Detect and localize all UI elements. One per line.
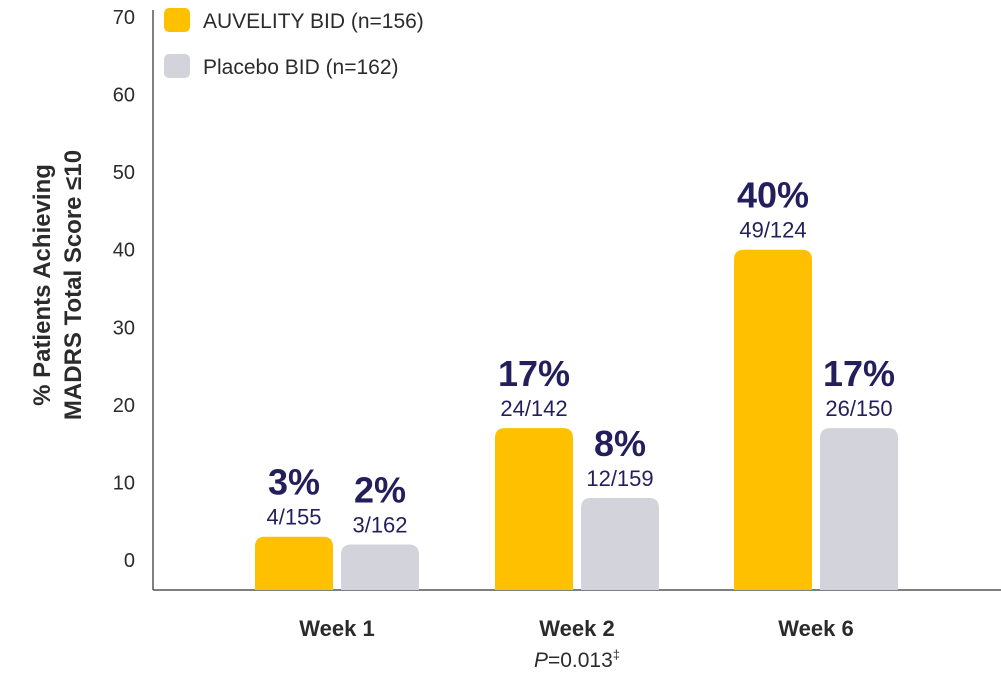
x-axis-categories: Week 1 Week 2 P=0.013‡ Week 6 bbox=[299, 616, 853, 672]
legend: AUVELITY BID (n=156) Placebo BID (n=162) bbox=[164, 8, 424, 79]
bar-percent-label: 17% bbox=[498, 353, 570, 394]
bars bbox=[255, 249, 898, 590]
y-tick-label: 50 bbox=[113, 162, 135, 184]
auvelity-bar bbox=[734, 249, 812, 590]
y-tick-label: 10 bbox=[113, 472, 135, 494]
bar-labels: 3%4/1552%3/16217%24/1428%12/15940%49/124… bbox=[266, 175, 895, 538]
y-axis-title-line: % Patients Achieving bbox=[29, 164, 56, 406]
bar-fraction-label: 26/150 bbox=[825, 396, 892, 421]
placebo-bar bbox=[820, 428, 898, 590]
y-tick-label: 40 bbox=[113, 240, 135, 262]
auvelity-bar bbox=[255, 536, 333, 590]
bar-percent-label: 40% bbox=[737, 175, 809, 216]
legend-swatch-placebo bbox=[164, 54, 190, 78]
legend-label: Placebo BID (n=162) bbox=[203, 56, 399, 79]
placebo-bar bbox=[581, 497, 659, 590]
legend-label: AUVELITY BID (n=156) bbox=[203, 10, 424, 33]
x-category-label: Week 1 bbox=[299, 616, 374, 641]
placebo-bar bbox=[341, 544, 419, 590]
bar-percent-label: 8% bbox=[594, 423, 646, 464]
bar-fraction-label: 3/162 bbox=[352, 512, 407, 537]
p-value-note: P=0.013‡ bbox=[534, 647, 620, 672]
y-axis-title: % Patients Achieving MADRS Total Score ≤1… bbox=[29, 150, 87, 420]
y-tick-label: 0 bbox=[124, 550, 135, 572]
legend-swatch-auvelity bbox=[164, 8, 190, 32]
bar-percent-label: 17% bbox=[823, 353, 895, 394]
y-tick-label: 60 bbox=[113, 85, 135, 107]
x-category-label: Week 2 bbox=[539, 616, 614, 641]
y-tick-label: 30 bbox=[113, 317, 135, 339]
bar-percent-label: 3% bbox=[268, 462, 320, 503]
y-axis-title-line: MADRS Total Score ≤10 bbox=[60, 150, 87, 420]
bar-fraction-label: 4/155 bbox=[266, 505, 321, 530]
x-category-label: Week 6 bbox=[778, 616, 853, 641]
auvelity-bar bbox=[495, 428, 573, 590]
y-axis-ticks: 0 10 20 30 40 50 60 70 bbox=[113, 7, 135, 572]
bar-percent-label: 2% bbox=[354, 469, 406, 510]
bar-fraction-label: 24/142 bbox=[500, 396, 567, 421]
y-tick-label: 70 bbox=[113, 7, 135, 29]
bar-fraction-label: 49/124 bbox=[739, 218, 806, 243]
y-tick-label: 20 bbox=[113, 395, 135, 417]
bar-fraction-label: 12/159 bbox=[586, 466, 653, 491]
